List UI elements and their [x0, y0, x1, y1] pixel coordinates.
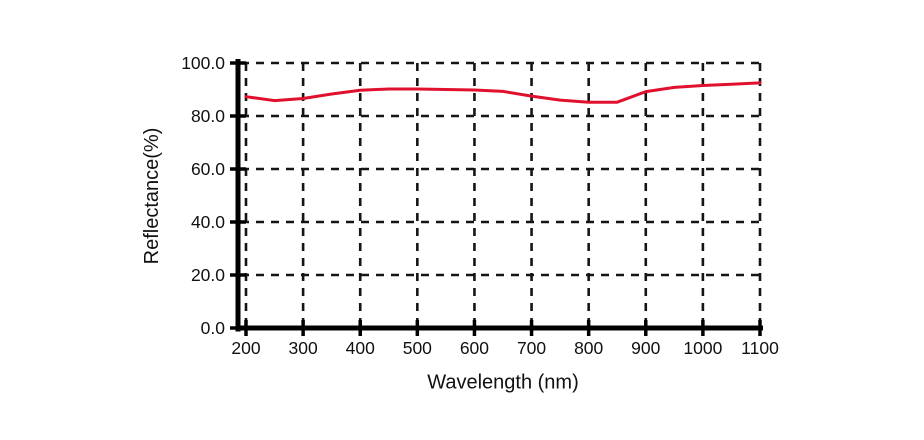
y-tick-label: 60.0 — [191, 159, 225, 179]
x-axis-title: Wavelength (nm) — [427, 372, 579, 394]
y-tick-label: 40.0 — [191, 212, 225, 232]
axes — [230, 59, 763, 336]
x-tick-label: 1000 — [683, 338, 722, 358]
x-tick-label: 700 — [517, 338, 546, 358]
y-tick-label: 0.0 — [201, 318, 226, 338]
x-tick-label: 600 — [460, 338, 489, 358]
x-tick-label: 300 — [289, 338, 318, 358]
y-tick-label: 20.0 — [191, 265, 225, 285]
x-tick-label: 400 — [346, 338, 375, 358]
y-tick-label: 100.0 — [181, 53, 225, 73]
y-tick-label: 80.0 — [191, 106, 225, 126]
x-tick-label: 800 — [574, 338, 603, 358]
y-axis-title: Reflectance(%) — [141, 128, 163, 265]
series-line-reflectance — [244, 81, 762, 104]
x-tick-label: 1100 — [741, 338, 779, 358]
gridlines — [241, 61, 762, 326]
data-series — [244, 81, 762, 104]
x-tick-label: 900 — [631, 338, 660, 358]
tick-labels: 0.0 20.0 40.0 60.0 80.0 100.0 200 300 400 500 600 7… — [181, 53, 779, 358]
x-tick-label: 500 — [403, 338, 432, 358]
x-tick-label: 200 — [231, 338, 260, 358]
